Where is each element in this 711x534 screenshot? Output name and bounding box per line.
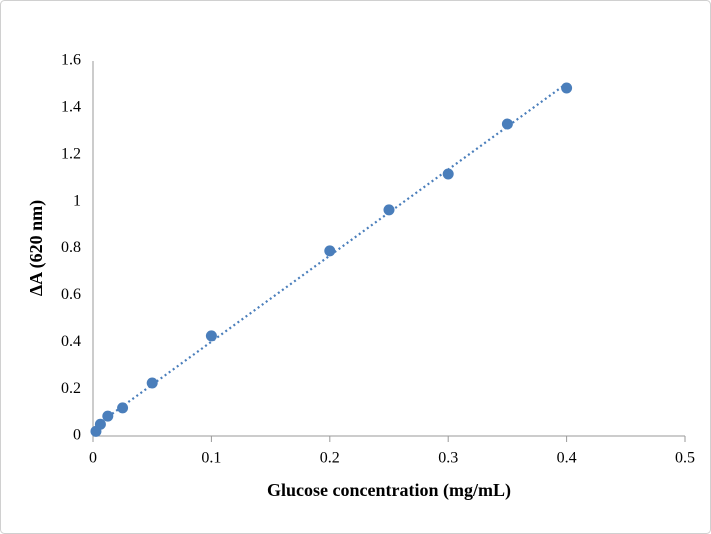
- data-point: [383, 204, 395, 216]
- x-tick-label: 0.4: [557, 450, 577, 467]
- y-axis-title: ΔA (620 nm): [26, 200, 47, 296]
- y-tick-label: 0.4: [61, 333, 81, 350]
- x-tick-label: 0: [89, 450, 97, 467]
- data-point: [561, 82, 573, 94]
- data-point: [102, 410, 114, 422]
- data-point: [117, 402, 129, 414]
- data-point: [501, 118, 513, 130]
- data-point: [94, 418, 106, 430]
- x-axis-title: Glucose concentration (mg/mL): [267, 480, 511, 501]
- x-tick-label: 0.3: [438, 450, 458, 467]
- y-tick-label: 1.6: [61, 52, 81, 69]
- x-tick-label: 0.2: [320, 450, 340, 467]
- data-point: [146, 377, 158, 389]
- y-tick-label: 0.8: [61, 239, 81, 256]
- data-point: [442, 168, 454, 180]
- y-tick-label: 1.2: [61, 145, 81, 162]
- x-tick-label: 0.1: [201, 450, 221, 467]
- data-point: [324, 245, 336, 257]
- y-tick-label: 1.4: [61, 99, 81, 116]
- y-tick-label: 0.6: [61, 286, 81, 303]
- data-point: [205, 330, 217, 342]
- y-tick-label: 1: [73, 192, 81, 209]
- y-tick-label: 0.2: [61, 380, 81, 397]
- x-tick-label: 0.5: [675, 450, 695, 467]
- y-tick-label: 0: [73, 427, 81, 444]
